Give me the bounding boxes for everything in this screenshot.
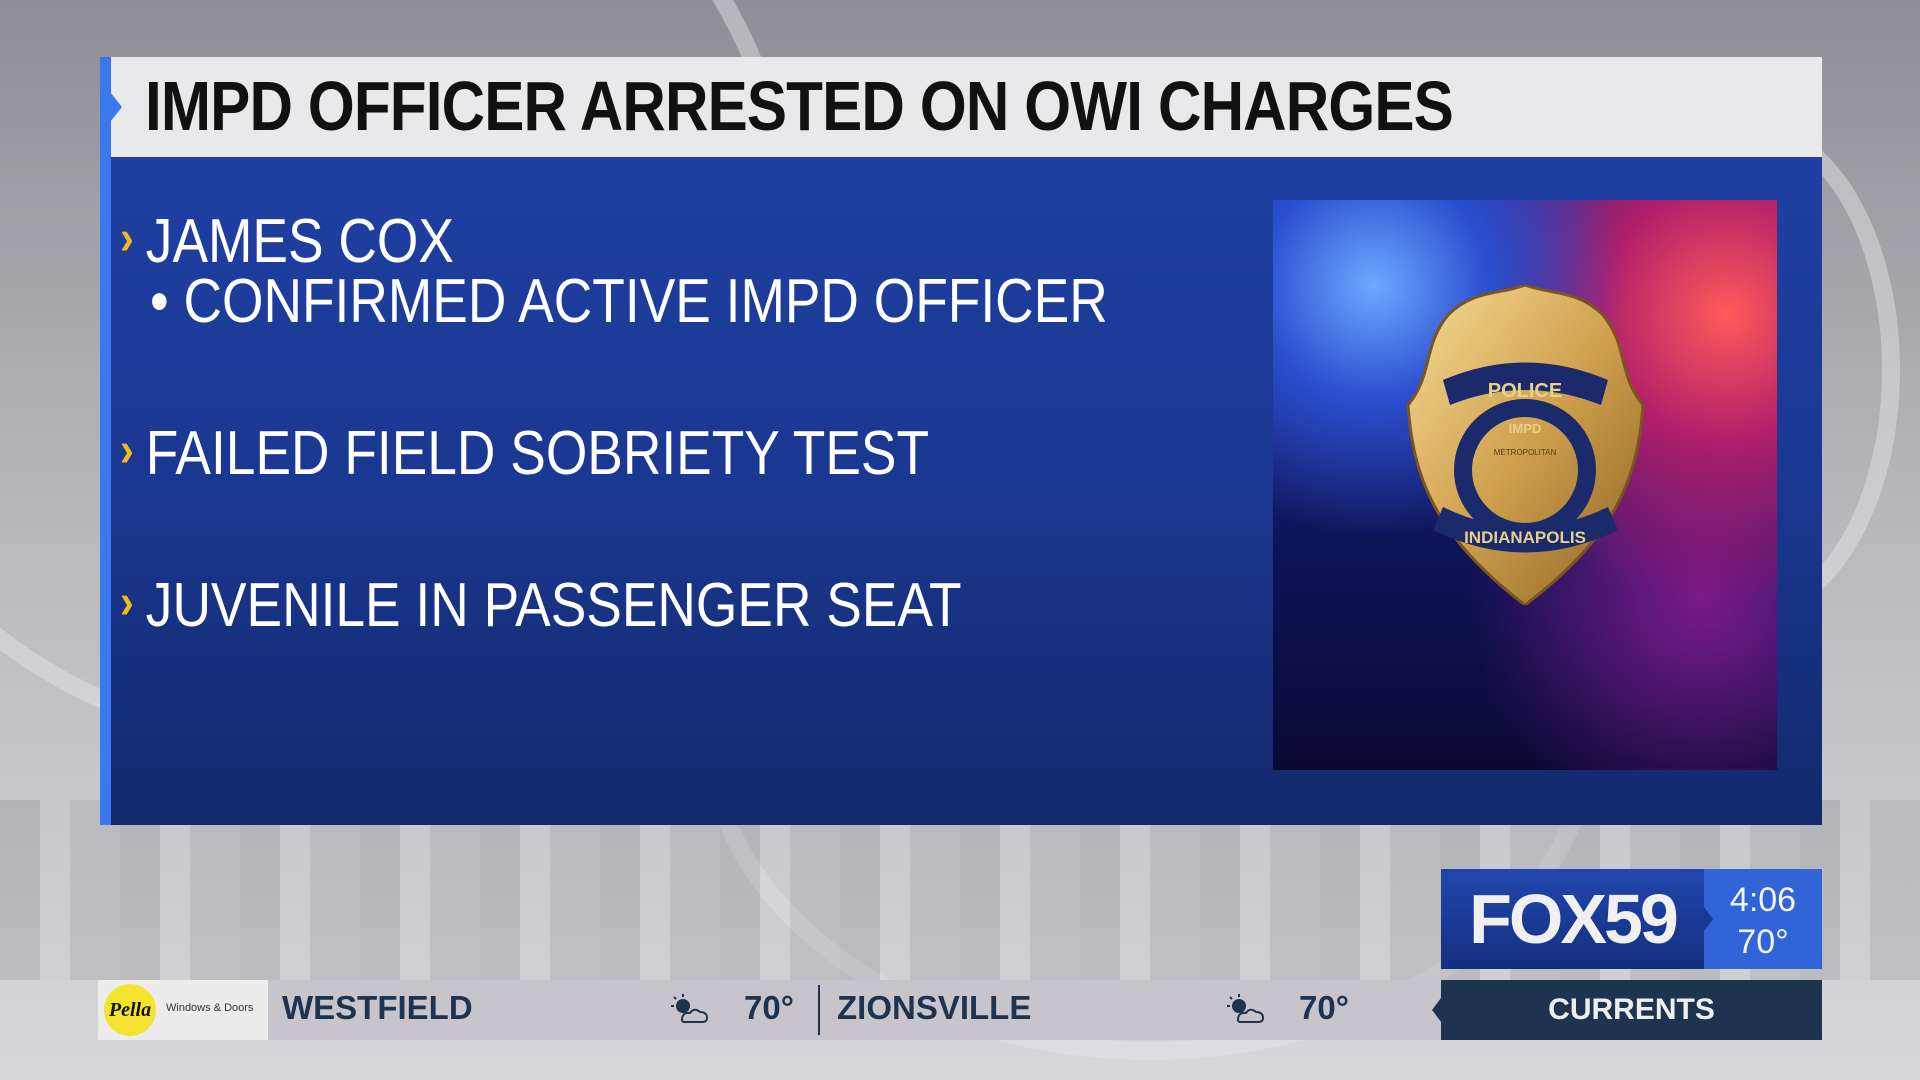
- bullet-item: › JUVENILE IN PASSENGER SEAT: [120, 571, 962, 640]
- ticker-city: WESTFIELD: [282, 989, 473, 1026]
- current-temp: 70°: [1737, 923, 1789, 961]
- section-notch: [1432, 998, 1441, 1022]
- svg-text:IMPD: IMPD: [1509, 421, 1542, 436]
- time-temp-box: 4:06 70°: [1704, 869, 1822, 969]
- sub-bullet-item: • CONFIRMED ACTIVE IMPD OFFICER: [150, 267, 1108, 336]
- chevron-icon: ›: [120, 212, 134, 265]
- partly-sunny-icon: [671, 994, 709, 1023]
- weather-ticker: [98, 980, 1441, 1040]
- partly-sunny-icon: [1227, 994, 1265, 1023]
- sponsor-logo: Pella Windows & Doors: [98, 980, 268, 1040]
- headline-bar: [100, 57, 1822, 157]
- ticker-divider: [818, 985, 820, 1035]
- station-logo: FOX59: [1441, 869, 1704, 969]
- svg-text:INDIANAPOLIS: INDIANAPOLIS: [1464, 528, 1586, 547]
- ticker-city: ZIONSVILLE: [837, 989, 1032, 1026]
- ticker-temp: 70°: [1299, 989, 1349, 1026]
- bullet-item: › JAMES COX: [120, 207, 454, 276]
- ticker-section-label: CURRENTS: [1441, 980, 1822, 1040]
- ticker-temp: 70°: [744, 989, 794, 1026]
- police-badge-icon: POLICE IMPD METROPOLITAN INDIANAPOLIS: [1406, 285, 1645, 605]
- chevron-icon: ›: [120, 424, 134, 477]
- accent-strip: [100, 57, 111, 825]
- logo-notch: [1704, 907, 1713, 931]
- clock-time: 4:06: [1729, 881, 1797, 919]
- headline: IMPD OFFICER ARRESTED ON OWI CHARGES: [145, 67, 1454, 145]
- police-badge-photo: POLICE IMPD METROPOLITAN INDIANAPOLIS: [1273, 200, 1777, 770]
- accent-notch: [110, 92, 122, 122]
- svg-text:POLICE: POLICE: [1488, 380, 1562, 402]
- chevron-icon: ›: [120, 576, 134, 629]
- svg-text:METROPOLITAN: METROPOLITAN: [1494, 448, 1557, 457]
- bullet-item: › FAILED FIELD SOBRIETY TEST: [120, 419, 930, 488]
